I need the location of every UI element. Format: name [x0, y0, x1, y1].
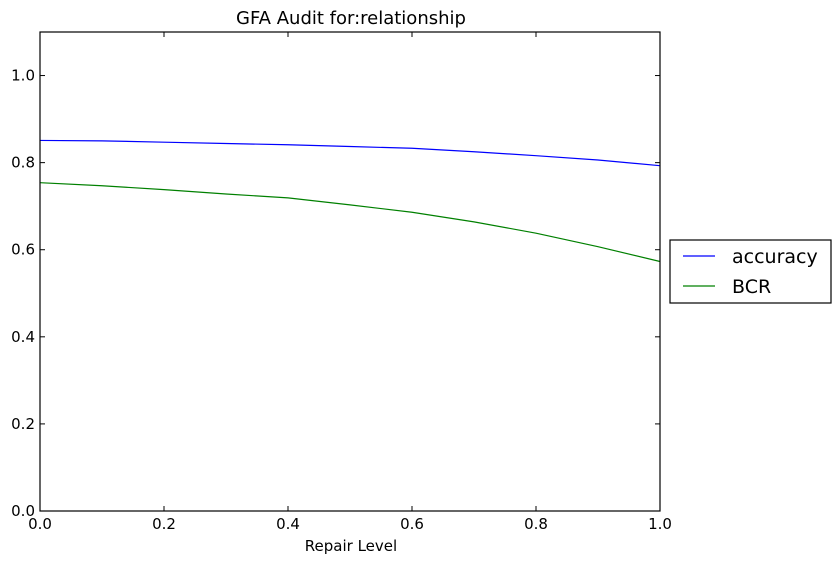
legend-box: [669, 239, 832, 304]
legend: accuracy BCR: [669, 239, 832, 304]
axis-ticks: 0.0 0.2 0.4 0.6 0.8 1.0 0.0 0.2 0.4 0.6 0.8 1.0: [11, 32, 672, 533]
y-tick-label: 0.6: [11, 241, 35, 259]
series-line-bcr: [39, 182, 661, 263]
y-tick-label: 0.2: [11, 415, 35, 433]
x-tick-label: 0.0: [28, 515, 52, 533]
legend-label-accuracy: accuracy: [732, 246, 818, 268]
x-axis-label: Repair Level: [305, 537, 397, 555]
y-tick-label: 1.0: [11, 67, 35, 85]
x-tick-label: 1.0: [648, 515, 672, 533]
x-tick-label: 0.2: [152, 515, 176, 533]
y-tick-label: 0.0: [11, 502, 35, 520]
x-tick-label: 0.4: [276, 515, 300, 533]
y-tick-label: 0.4: [11, 328, 35, 346]
series-line-accuracy: [39, 139, 661, 167]
x-tick-label: 0.6: [400, 515, 424, 533]
x-tick-label: 0.8: [524, 515, 548, 533]
chart-title: GFA Audit for:relationship: [236, 8, 466, 29]
plot-frame: [39, 31, 661, 512]
series-lines: [39, 139, 661, 263]
legend-label-bcr: BCR: [732, 276, 771, 298]
y-tick-label: 0.8: [11, 154, 35, 172]
